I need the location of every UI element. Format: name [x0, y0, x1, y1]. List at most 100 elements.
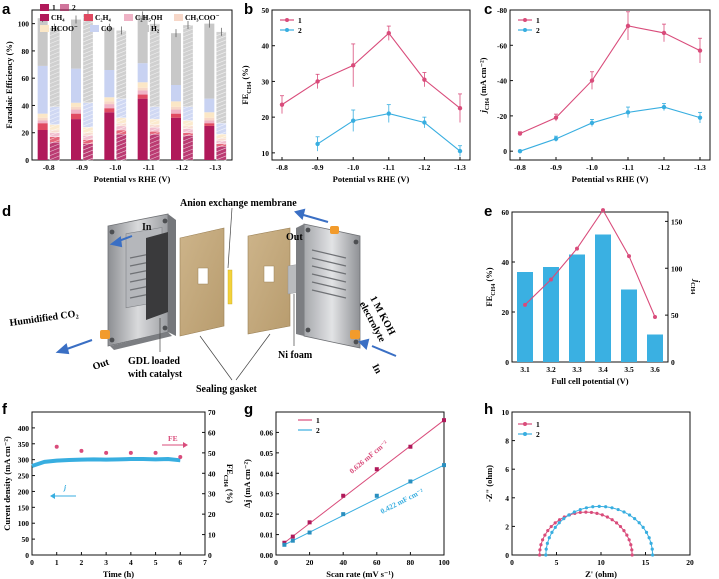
panel-a-legend-HCOO: HCOO⁻	[51, 24, 78, 33]
panel-f-stability-chart: 0 50 100 150 200 250 300 350 400 0 10 20 30 40 50 60 70 0…	[2, 408, 235, 579]
panel-g-frame	[275, 411, 445, 556]
panel-f-y2tick-label-0: 0	[208, 551, 212, 560]
panel-a-hatch-4	[182, 76, 194, 82]
panel-a-bar-catalyst_1-CH3COO-0	[37, 117, 48, 121]
panel-f-ytick-label-6: 300	[18, 456, 30, 465]
panel-a-hatch-5	[216, 135, 227, 141]
panel-a-hatch-2	[116, 62, 127, 67]
panel-a-bar-catalyst_1-C2H4-4	[171, 113, 181, 118]
panel-a-bar-catalyst_1-CH3COO-3	[137, 87, 148, 91]
panel-a-hatch-2	[116, 106, 127, 111]
panel-a-hatch-2	[116, 118, 127, 123]
panel-a-hatch-4	[182, 152, 194, 158]
panel-a-hatch-3	[149, 139, 160, 144]
panel-g-point-1-5	[408, 479, 413, 484]
panel-b-xtick-label-2: -1.0	[347, 163, 359, 172]
panel-a-xtick-label-3: -1.1	[143, 163, 155, 172]
panel-h-ytick-label-0: 0	[505, 551, 509, 560]
panel-a-hatch-0	[49, 43, 60, 49]
right-bolt-1	[305, 227, 311, 233]
panel-b-xlabel: Potential vs RHE (V)	[333, 174, 410, 184]
panel-c-xtick-label-5: -1.3	[694, 163, 706, 172]
panel-a-hatch-2	[116, 126, 127, 131]
panel-h-point-0-3	[540, 538, 545, 542]
panel-label-g: g	[244, 401, 253, 418]
panel-a-hatch-2	[116, 94, 127, 99]
panel-a-hatch-1	[82, 121, 94, 127]
panel-c-series-2	[519, 106, 701, 152]
panel-h-point-1-0	[544, 553, 548, 557]
panel-h-point-1-22	[644, 530, 649, 535]
panel-h-point-0-7	[553, 521, 557, 525]
panel-a-legend-2: 2	[72, 3, 76, 12]
panel-g-point-0-6	[442, 418, 446, 423]
panel-g-point-1-4	[374, 493, 379, 498]
panel-g-ylabel: Δj (mA cm⁻²)	[242, 459, 252, 508]
panel-a-bar-catalyst_1-C2H5OH-5	[204, 120, 215, 124]
panel-a-bar-catalyst_1-CH4-1	[71, 119, 81, 160]
panel-c-xlabel: Potential vs RHE (V)	[572, 174, 649, 184]
panel-e-xtick-label-2: 3.3	[572, 365, 582, 374]
panel-a-hatch-4	[182, 140, 194, 146]
panel-a-hatch-5	[216, 59, 227, 65]
panel-a-hatch-0	[49, 47, 60, 53]
panel-f-annotation-j: j	[63, 483, 67, 492]
panel-g-legend-1: 2	[316, 426, 320, 435]
panel-a-hatch-0	[49, 83, 60, 89]
panel-f-ytick-label-4: 200	[18, 487, 30, 496]
panel-b-xtick-label-4: -1.2	[418, 163, 430, 172]
panel-label-a: a	[2, 1, 11, 18]
panel-a-hatch-3	[149, 47, 160, 52]
panel-f-annotation-fe: FE	[168, 434, 178, 443]
panel-b-frame	[271, 9, 471, 161]
panel-a-legend-CH3COO: CH₃COO⁻	[185, 13, 220, 22]
panel-f-ylabel: Curent density (mA cm⁻²)	[2, 436, 12, 531]
panel-a-hatch-0	[49, 71, 60, 77]
panel-a-hatch-3	[149, 119, 160, 124]
panel-g-xtick-label-5: 100	[438, 558, 450, 567]
panel-a-bar-catalyst_1-CH4-3	[137, 98, 148, 160]
panel-a-hatch-1	[82, 137, 94, 143]
panel-h-point-0-20	[618, 524, 623, 529]
panel-h-point-1-10	[578, 507, 582, 512]
panel-e-full-cell-chart: 0 20 40 60 0 50 100 150 3.1 3.2 3.3 3.4 3.5 3.6 Full c…	[484, 208, 702, 386]
right-endplate-side	[296, 224, 304, 336]
panel-a-hatch-5	[216, 99, 227, 105]
right-top-port	[330, 226, 339, 234]
panel-a-bar-catalyst_1-CO-0	[37, 65, 48, 114]
panel-b-ytick-label-0: 10	[262, 149, 270, 158]
panel-a-hatch-5	[216, 75, 227, 81]
panel-a-hatch-3	[149, 107, 160, 112]
left-bolt-2	[162, 218, 168, 224]
panel-a-hatch-2	[116, 158, 127, 163]
panel-h-point-1-17	[622, 510, 626, 514]
panel-h-point-0-6	[549, 524, 553, 529]
panel-a-hatch-0	[49, 131, 60, 137]
panel-a-bar-catalyst_1-C2H5OH-1	[71, 109, 81, 114]
panel-c-series-1	[519, 25, 701, 135]
panel-a-hatch-1	[82, 77, 94, 83]
panel-e-xlabel: Full cell potential (V)	[551, 376, 628, 386]
panel-a-hatch-5	[216, 159, 227, 165]
panel-a-hatch-2	[116, 110, 127, 115]
panel-a-hatch-0	[49, 139, 60, 145]
panel-a-hatch-4	[182, 144, 194, 150]
panel-a-hatch-1	[82, 101, 94, 107]
panel-a-hatch-1	[82, 129, 94, 135]
panel-a-hatch-5	[216, 87, 227, 93]
panel-g-point-1-0	[282, 542, 287, 547]
panel-c-ytick-label-0: 0	[503, 147, 507, 156]
panel-h-ytick-label-1: 2	[505, 522, 509, 531]
panel-a-hatch-5	[216, 43, 227, 49]
panel-a-ytick-label-2: 40	[22, 101, 30, 110]
panel-h-point-0-2	[539, 543, 543, 547]
panel-h-arc-0	[539, 511, 633, 556]
panel-h-point-1-14	[604, 505, 608, 509]
panel-a-hatch-5	[216, 151, 227, 157]
panel-a-hatch-1	[82, 81, 94, 87]
panel-f-fe-point-0	[54, 444, 59, 449]
panel-a-bar-catalyst_2-CH3COO-1	[82, 132, 94, 136]
panel-a-hatch-3	[149, 75, 160, 80]
panel-e-bar-1	[543, 267, 559, 362]
panel-h-xtick-label-1: 5	[555, 558, 559, 567]
